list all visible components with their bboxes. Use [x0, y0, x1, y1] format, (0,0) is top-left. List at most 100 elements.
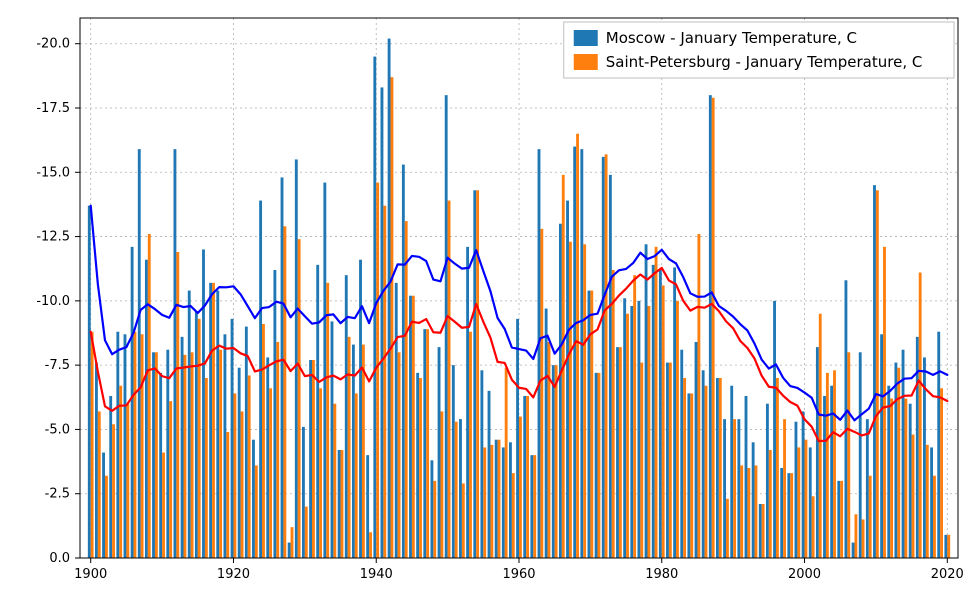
- bar-spb: [883, 247, 886, 558]
- bar-moscow: [566, 201, 569, 558]
- bar-moscow: [295, 159, 298, 558]
- bar-moscow: [502, 447, 505, 558]
- bar-moscow: [195, 311, 198, 558]
- bar-moscow: [216, 291, 219, 558]
- bar-spb: [91, 332, 94, 558]
- bar-spb: [355, 393, 358, 558]
- bar-moscow: [652, 265, 655, 558]
- bar-spb: [455, 422, 458, 558]
- bar-moscow: [466, 247, 469, 558]
- bar-spb: [612, 270, 615, 558]
- bar-moscow: [752, 442, 755, 558]
- bar-spb: [483, 447, 486, 558]
- bar-moscow: [580, 149, 583, 558]
- bar-spb: [141, 334, 144, 558]
- bar-moscow: [395, 283, 398, 558]
- bar-spb: [398, 352, 401, 558]
- bar-moscow: [302, 427, 305, 558]
- bar-spb: [241, 411, 244, 558]
- bar-spb: [548, 342, 551, 558]
- bar-spb: [226, 432, 229, 558]
- bar-spb: [383, 206, 386, 558]
- legend: Moscow - January Temperature, CSaint-Pet…: [564, 22, 954, 78]
- bar-moscow: [745, 396, 748, 558]
- bar-spb: [940, 388, 943, 558]
- bar-moscow: [866, 419, 869, 558]
- bar-spb: [647, 306, 650, 558]
- bar-moscow: [138, 149, 141, 558]
- bar-spb: [819, 314, 822, 558]
- bar-spb: [662, 285, 665, 558]
- bar-spb: [162, 453, 165, 558]
- bar-spb: [498, 440, 501, 558]
- bar-moscow: [488, 391, 491, 558]
- bar-moscow: [523, 396, 526, 558]
- bar-spb: [640, 363, 643, 558]
- bar-moscow: [894, 363, 897, 558]
- bar-moscow: [159, 373, 162, 558]
- bar-moscow: [887, 386, 890, 558]
- bar-moscow: [338, 450, 341, 558]
- bar-spb: [555, 365, 558, 558]
- bar-moscow: [737, 419, 740, 558]
- bar-spb: [169, 401, 172, 558]
- bar-moscow: [152, 352, 155, 558]
- bar-spb: [419, 378, 422, 558]
- bar-spb: [840, 481, 843, 558]
- bar-moscow: [102, 453, 105, 558]
- bar-moscow: [124, 334, 127, 558]
- bar-spb: [655, 247, 658, 558]
- bar-moscow: [223, 334, 226, 558]
- x-tick-label: 1920: [217, 567, 250, 582]
- bar-spb: [369, 532, 372, 558]
- bar-moscow: [780, 468, 783, 558]
- bar-spb: [690, 393, 693, 558]
- bar-moscow: [802, 411, 805, 558]
- bar-moscow: [166, 350, 169, 558]
- bar-spb: [512, 473, 515, 558]
- bar-moscow: [231, 319, 234, 558]
- bar-spb: [291, 527, 294, 558]
- bar-moscow: [459, 419, 462, 558]
- bar-moscow: [637, 301, 640, 558]
- bar-spb: [826, 373, 829, 558]
- bar-spb: [533, 455, 536, 558]
- bar-moscow: [188, 291, 191, 558]
- bar-spb: [719, 378, 722, 558]
- bar-moscow: [795, 422, 798, 558]
- x-tick-label: 1980: [645, 567, 678, 582]
- bar-spb: [569, 242, 572, 558]
- bar-moscow: [388, 39, 391, 558]
- y-tick-label: 0.0: [49, 551, 70, 566]
- bar-moscow: [630, 306, 633, 558]
- y-tick-label: -12.5: [36, 230, 70, 245]
- temperature-chart: 19001920194019601980200020200.0-2.5-5.0-…: [0, 0, 972, 595]
- bar-spb: [797, 447, 800, 558]
- bar-spb: [790, 473, 793, 558]
- bar-spb: [947, 535, 950, 558]
- bar-moscow: [930, 447, 933, 558]
- bar-spb: [676, 301, 679, 558]
- bar-spb: [605, 154, 608, 558]
- bar-spb: [412, 296, 415, 558]
- bar-spb: [926, 445, 929, 558]
- bar-spb: [490, 445, 493, 558]
- bar-moscow: [787, 473, 790, 558]
- bar-spb: [912, 435, 915, 558]
- bar-spb: [590, 291, 593, 558]
- x-tick-label: 1940: [360, 567, 393, 582]
- bar-spb: [362, 345, 365, 558]
- bar-spb: [348, 337, 351, 558]
- bar-moscow: [937, 332, 940, 558]
- bar-spb: [448, 201, 451, 558]
- bar-spb: [740, 465, 743, 558]
- bar-moscow: [702, 370, 705, 558]
- bar-spb: [212, 283, 215, 558]
- bar-moscow: [416, 373, 419, 558]
- bar-moscow: [202, 249, 205, 558]
- bar-moscow: [109, 396, 112, 558]
- bar-spb: [262, 324, 265, 558]
- bar-spb: [762, 504, 765, 558]
- y-tick-label: -15.0: [36, 165, 70, 180]
- bar-spb: [391, 77, 394, 558]
